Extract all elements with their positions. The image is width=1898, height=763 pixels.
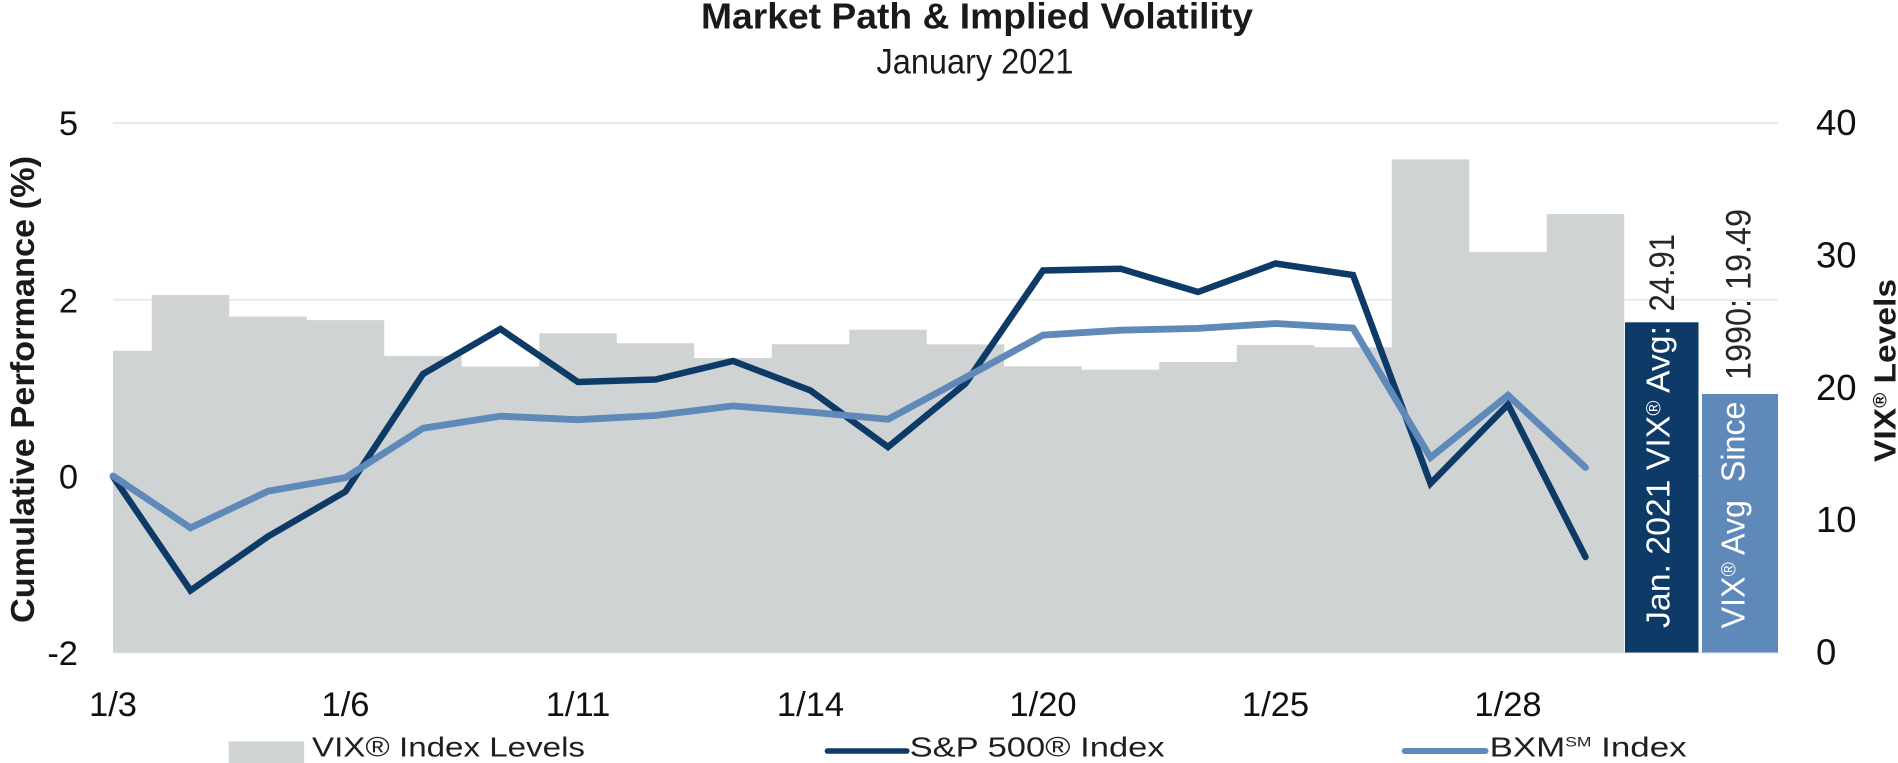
- svg-text:January 2021: January 2021: [877, 43, 1074, 82]
- svg-text:Cumulative Performance (%): Cumulative Performance (%): [4, 156, 41, 623]
- svg-text:1/25: 1/25: [1242, 686, 1309, 724]
- svg-text:Jan. 2021 VIX® Avg:: Jan. 2021 VIX® Avg:: [1640, 326, 1677, 628]
- svg-text:VIX® Index Levels: VIX® Index Levels: [312, 732, 585, 763]
- svg-text:1/20: 1/20: [1009, 686, 1076, 724]
- svg-text:1990: 19.49: 1990: 19.49: [1720, 209, 1759, 380]
- svg-text:VIX® Avg Since: VIX® Avg Since: [1715, 402, 1752, 629]
- svg-text:40: 40: [1816, 102, 1857, 143]
- svg-text:20: 20: [1816, 367, 1857, 408]
- svg-text:1/14: 1/14: [777, 686, 844, 724]
- svg-text:1/28: 1/28: [1474, 686, 1541, 724]
- svg-text:30: 30: [1816, 234, 1857, 275]
- svg-text:1/6: 1/6: [322, 686, 370, 724]
- svg-text:0: 0: [59, 459, 78, 497]
- svg-text:1/3: 1/3: [89, 686, 137, 724]
- svg-text:VIX® Levels: VIX® Levels: [1868, 279, 1898, 462]
- svg-text:1/11: 1/11: [546, 686, 611, 724]
- svg-text:-2: -2: [47, 635, 78, 673]
- svg-text:S&P 500® Index: S&P 500® Index: [910, 732, 1165, 763]
- svg-text:2: 2: [59, 282, 78, 320]
- svg-text:24.91: 24.91: [1643, 234, 1682, 312]
- svg-text:10: 10: [1816, 499, 1857, 540]
- svg-text:5: 5: [59, 105, 78, 143]
- svg-text:Market Path & Implied Volatili: Market Path & Implied Volatility: [701, 0, 1253, 37]
- svg-text:0: 0: [1816, 631, 1836, 672]
